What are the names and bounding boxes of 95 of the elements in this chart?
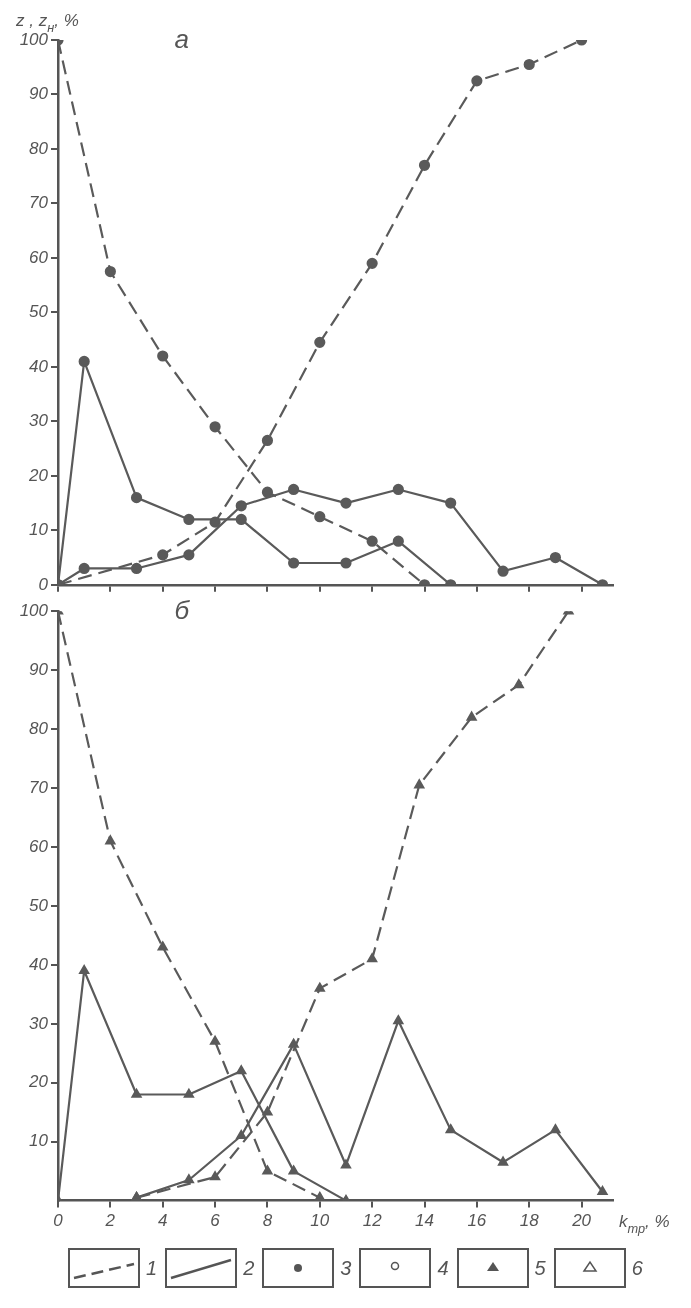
y-tick-label: 70: [29, 193, 49, 213]
point: [262, 1106, 273, 1116]
x-tick-label: 10: [310, 1210, 330, 1230]
point: [366, 257, 378, 269]
point: [104, 265, 116, 278]
point: [210, 1035, 221, 1045]
point: [262, 1165, 273, 1175]
y-tick-label: 60: [29, 836, 49, 856]
y-tick-label: 10: [29, 520, 49, 540]
y-tick-label: 30: [29, 411, 49, 431]
point: [78, 355, 90, 368]
point: [367, 953, 378, 963]
point: [210, 1171, 221, 1181]
x-tick-label: 12: [362, 1210, 383, 1230]
text: 2: [243, 1256, 255, 1280]
point: [466, 711, 477, 721]
point: [288, 557, 300, 569]
point: [497, 565, 509, 577]
text: 5: [534, 1256, 546, 1280]
point: [498, 1156, 509, 1166]
y-tick-label: 90: [29, 659, 49, 679]
point: [392, 483, 404, 496]
y-tick-label: 100: [19, 600, 49, 620]
point: [183, 549, 195, 561]
y-tick-label: 60: [29, 247, 49, 267]
point: [597, 1186, 608, 1196]
point: [236, 1130, 247, 1140]
point: [236, 1065, 247, 1075]
point: [288, 483, 300, 496]
point: [523, 58, 535, 71]
y-tick-label: 20: [28, 465, 49, 485]
point: [157, 350, 169, 362]
x-tick-label: 2: [104, 1210, 116, 1230]
point: [366, 535, 378, 547]
y-tick-label: 90: [29, 84, 49, 104]
x-tick-label: 18: [519, 1210, 540, 1230]
point: [392, 535, 404, 547]
x-tick-label: 8: [262, 1210, 273, 1230]
point: [157, 941, 168, 951]
text: 4: [437, 1256, 449, 1280]
text: 6: [631, 1256, 643, 1280]
point: [340, 497, 352, 509]
point: [288, 1038, 299, 1048]
point: [418, 159, 431, 171]
point: [235, 513, 247, 526]
point: [235, 500, 247, 512]
y-tick-label: 70: [29, 777, 49, 797]
point: [183, 513, 195, 526]
point: [471, 75, 483, 87]
point: [340, 557, 352, 569]
point: [209, 421, 221, 433]
y-tick-label: 50: [29, 895, 49, 915]
point: [445, 1124, 456, 1134]
y-tick-label: 40: [29, 356, 49, 376]
point: [549, 551, 562, 564]
point: [550, 1124, 561, 1134]
x-tick-label: 16: [467, 1210, 487, 1230]
y-tick-label: 30: [29, 1013, 49, 1033]
y-tick-label: 80: [29, 138, 49, 158]
point: [340, 1159, 351, 1169]
y-tick-label: 80: [29, 718, 49, 738]
point: [288, 1165, 299, 1175]
point: [314, 511, 326, 523]
point: [183, 1088, 194, 1098]
x-tick-label: 0: [53, 1210, 64, 1230]
chart-title: б: [174, 595, 191, 626]
point: [445, 497, 457, 509]
x-tick-label: 6: [210, 1210, 221, 1230]
point: [314, 982, 325, 992]
y-tick-label: 100: [19, 29, 49, 49]
text: 3: [340, 1256, 352, 1280]
y-tick-label: 0: [38, 574, 49, 594]
x-tick-label: 20: [571, 1210, 592, 1230]
x-tick-label: 14: [415, 1210, 434, 1230]
point: [79, 965, 90, 975]
point: [261, 486, 274, 498]
x-tick-label: 4: [157, 1210, 168, 1230]
point: [105, 835, 116, 845]
y-tick-label: 40: [29, 954, 49, 974]
point: [314, 336, 326, 348]
y-tick-label: 20: [28, 1072, 49, 1092]
text: 1: [146, 1256, 158, 1280]
point: [130, 492, 143, 504]
y-tick-label: 50: [29, 302, 49, 322]
point: [157, 549, 169, 561]
y-tick-label: 10: [29, 1131, 49, 1151]
point: [183, 1174, 194, 1184]
point: [261, 434, 274, 447]
chart-title: а: [174, 24, 190, 54]
point: [78, 562, 90, 575]
point: [393, 1015, 404, 1025]
point: [414, 779, 425, 789]
point: [130, 562, 143, 575]
point: [131, 1088, 142, 1098]
point: [513, 679, 524, 689]
